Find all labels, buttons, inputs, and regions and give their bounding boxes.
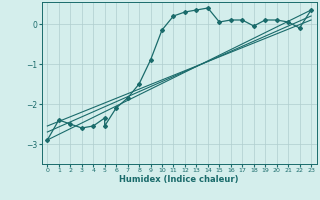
X-axis label: Humidex (Indice chaleur): Humidex (Indice chaleur): [119, 175, 239, 184]
